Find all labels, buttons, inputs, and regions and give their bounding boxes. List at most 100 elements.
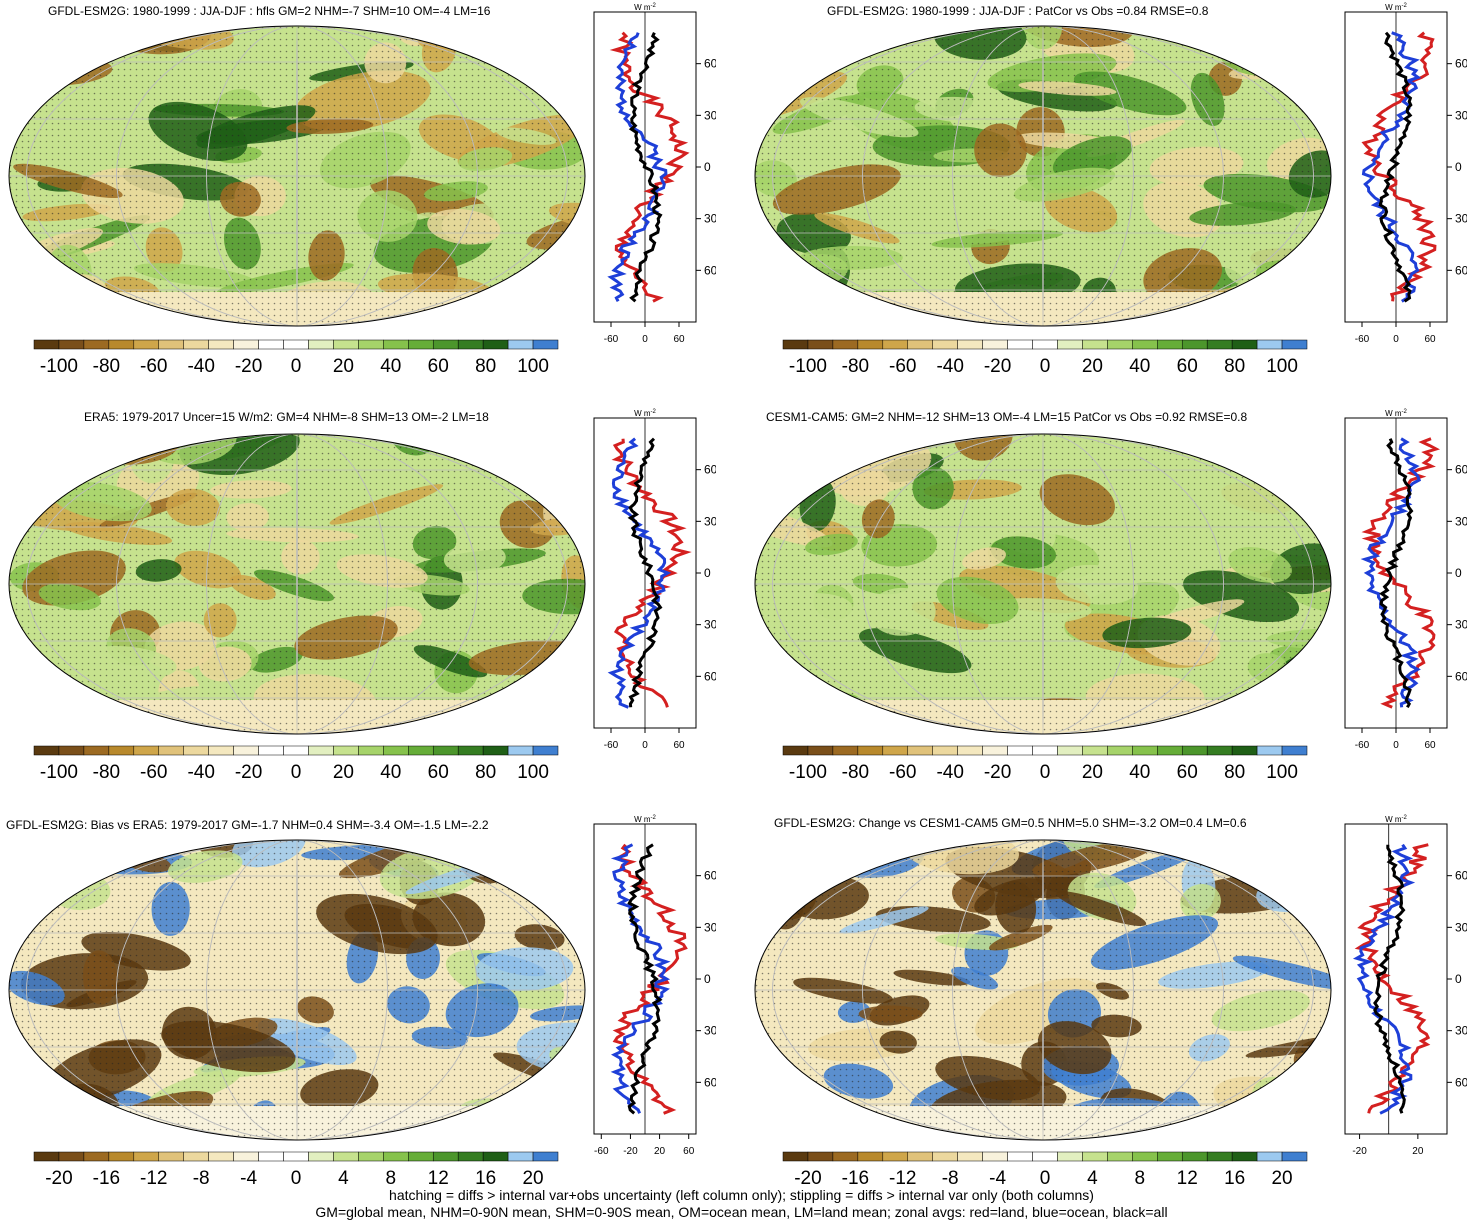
x-tick-label: 0: [642, 740, 648, 751]
colorbar-swatch: [1281, 339, 1308, 350]
colorbar-tick-label: 40: [380, 762, 401, 783]
field-blob: [30, 26, 81, 48]
colorbar-tick-label: 0: [291, 1168, 302, 1189]
x-tick-label: 60: [1424, 740, 1436, 751]
robinson-map: [8, 839, 586, 1141]
colorbar-tick-label: 40: [1129, 356, 1150, 377]
panel-title: GFDL-ESM2G: 1980-1999 : JJA-DJF : hfls G…: [48, 4, 491, 18]
colorbar: -100 -80 -60 -40 -20 0 20 40 60 80 100: [782, 745, 1308, 783]
map-field: [755, 26, 1331, 326]
graticule-meridian: [26, 840, 568, 1140]
field-blob: [1265, 449, 1331, 477]
colorbar-swatch: [58, 745, 85, 756]
colorbar-swatch: [532, 339, 559, 350]
colorbar-tick-label: -60: [889, 762, 916, 783]
colorbar-swatch: [1206, 745, 1233, 756]
x-tick-label: -60: [604, 740, 619, 751]
colorbar-tick-label: -80: [842, 356, 869, 377]
field-blob: [850, 712, 897, 728]
colorbar-tick-label: 80: [475, 762, 496, 783]
colorbar-swatch: [857, 339, 884, 350]
colorbar-tick-label: 8: [1135, 1168, 1146, 1189]
colorbar-swatch: [1032, 339, 1058, 350]
map-border: [8, 839, 586, 1141]
lat-tick-label: 30S: [1455, 618, 1467, 632]
lat-tick-label: 30S: [1455, 1024, 1467, 1038]
panel-1: GFDL-ESM2G: 1980-1999 : JJA-DJF : hfls G…: [0, 0, 741, 390]
colorbar-tick-label: 0: [291, 762, 302, 783]
colorbar-swatch: [457, 339, 484, 350]
field-blob: [478, 26, 546, 49]
ocean-zonal-line: [1360, 437, 1422, 708]
colorbar-swatch: [907, 745, 933, 756]
colorbar-swatch: [233, 745, 259, 756]
land-zonal-line: [611, 438, 692, 708]
colorbar-tick-label: 40: [1129, 762, 1150, 783]
x-tick-label: 60: [673, 334, 685, 345]
colorbar-tick-label: -40: [187, 356, 214, 377]
unit-superscript: -2: [1402, 3, 1408, 9]
colorbar-swatch: [1206, 1151, 1233, 1162]
field-blob: [9, 873, 39, 901]
field-blob: [497, 716, 585, 734]
colorbar-swatch: [358, 339, 384, 350]
colorbar-swatch: [432, 745, 459, 756]
x-tick-label: 20: [654, 1146, 666, 1157]
colorbar-tick-label: -60: [140, 356, 167, 377]
colorbar-swatch: [1007, 1151, 1033, 1162]
colorbar-swatch: [33, 745, 60, 756]
unit-label: W m-2: [1385, 815, 1407, 824]
colorbar-swatch: [1107, 745, 1133, 756]
x-tick-label: 60: [1424, 334, 1436, 345]
colorbar-swatch: [158, 1151, 184, 1162]
colorbar-tick-label: 80: [1224, 762, 1245, 783]
colorbar-tick-label: 12: [428, 1168, 449, 1189]
lat-tick-label: 0: [704, 972, 711, 986]
colorbar-swatch: [1132, 745, 1158, 756]
graticule-meridian: [116, 434, 478, 734]
field-blob: [518, 1084, 574, 1125]
colorbar-swatch: [1256, 1151, 1283, 1162]
colorbar-swatch: [183, 339, 209, 350]
colorbar-swatch: [108, 745, 135, 756]
footnote: hatching = diffs > internal var+obs unce…: [0, 1187, 1483, 1221]
colorbar-swatch: [183, 745, 209, 756]
x-tick-label: -60: [604, 334, 619, 345]
graticule-meridian: [296, 26, 298, 326]
lat-tick-label: 0: [704, 566, 711, 580]
colorbar-swatch: [358, 1151, 384, 1162]
colorbar-swatch: [1281, 1151, 1308, 1162]
colorbar-swatch: [482, 339, 509, 350]
lat-tick-label: 60S: [1455, 669, 1467, 683]
field-blob: [1194, 840, 1274, 854]
lat-tick-label: 60N: [704, 57, 716, 71]
map-field: [9, 840, 585, 1140]
field-blob: [528, 434, 582, 465]
field-blob: [807, 840, 846, 865]
lat-tick-label: 30N: [704, 514, 716, 528]
unit-label: W m-2: [634, 815, 656, 824]
field-blob: [9, 840, 82, 870]
field-blob: [395, 317, 508, 326]
colorbar-tick-label: -80: [842, 762, 869, 783]
field-blob: [508, 457, 585, 488]
zonal-mean-plot: W m-2 60N 30N 0 30S 60S -60 0 60: [1344, 409, 1467, 751]
colorbar-tick-label: -20: [235, 356, 262, 377]
ocean-zonal-line: [607, 437, 672, 709]
colorbar-swatch: [308, 745, 334, 756]
colorbar-tick-label: -100: [40, 356, 78, 377]
colorbar-tick-label: 4: [1087, 1168, 1098, 1189]
colorbar-tick-label: -80: [93, 356, 120, 377]
colorbar-swatch: [333, 745, 359, 756]
colorbar-swatch: [782, 745, 809, 756]
colorbar-swatch: [857, 745, 884, 756]
colorbar-swatch: [832, 339, 859, 350]
colorbar-tick-label: -20: [984, 356, 1011, 377]
lat-tick-label: 60S: [704, 263, 716, 277]
field-blob: [1288, 1083, 1331, 1128]
colorbar-tick-label: 40: [380, 356, 401, 377]
colorbar-tick-label: 4: [338, 1168, 349, 1189]
colorbar-tick-label: 60: [428, 762, 449, 783]
colorbar-swatch: [907, 339, 933, 350]
lat-tick-label: 60N: [704, 869, 716, 883]
